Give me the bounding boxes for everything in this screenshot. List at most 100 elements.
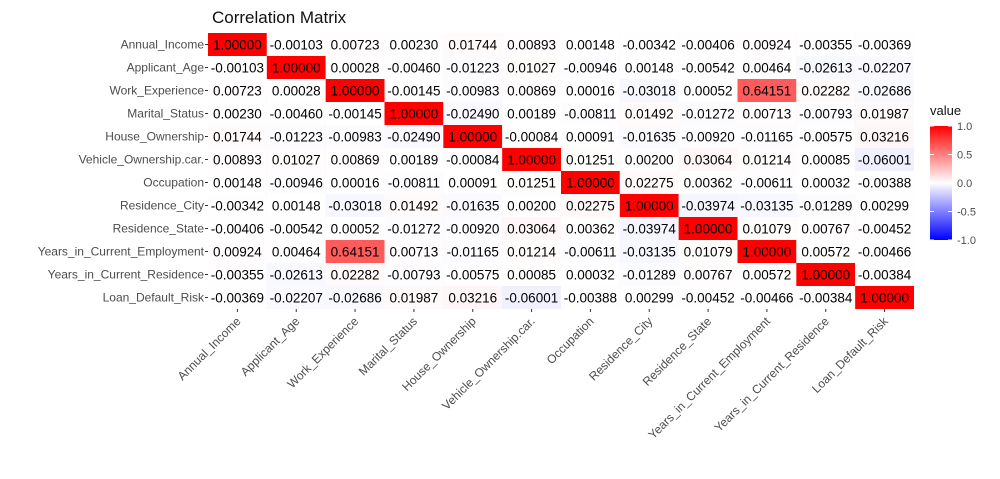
heatmap-cell bbox=[796, 102, 856, 125]
cell-value-label: 1.00000 bbox=[331, 84, 380, 99]
cell-value-label: -0.00460 bbox=[387, 61, 440, 76]
cell-value-label: 0.00028 bbox=[272, 84, 321, 99]
cell-value-label: 0.00464 bbox=[743, 61, 792, 76]
heatmap-cell bbox=[384, 263, 444, 286]
cell-value-label: -0.01635 bbox=[446, 199, 499, 214]
heatmap-cell bbox=[443, 263, 503, 286]
cell-value-label: -0.00542 bbox=[270, 222, 323, 237]
heatmap-cell bbox=[678, 56, 738, 79]
heatmap-cell bbox=[502, 171, 561, 194]
cell-value-label: 0.00052 bbox=[331, 222, 380, 237]
heatmap-cell bbox=[266, 286, 326, 309]
legend-tick-label: 0.0 bbox=[957, 178, 972, 190]
heatmap-cell bbox=[561, 240, 620, 263]
heatmap-cell bbox=[855, 194, 914, 217]
cell-value-label: -0.01289 bbox=[799, 199, 852, 214]
cell-value-label: 0.00028 bbox=[331, 61, 380, 76]
y-tick-label: Work_Experience bbox=[110, 84, 205, 98]
cell-value-label: -0.02490 bbox=[387, 130, 440, 145]
heatmap-cell bbox=[325, 171, 385, 194]
legend-tick-label: 0.5 bbox=[957, 150, 972, 162]
heatmap-cell bbox=[443, 79, 503, 102]
cell-value-label: 0.01492 bbox=[625, 107, 674, 122]
heatmap-cell bbox=[796, 194, 856, 217]
legend-title: value bbox=[930, 103, 961, 118]
heatmap-cell bbox=[619, 194, 679, 217]
cell-value-label: -0.03135 bbox=[740, 199, 793, 214]
heatmap-cell bbox=[208, 56, 267, 79]
heatmap-cell bbox=[619, 217, 679, 240]
cell-value-label: 0.00200 bbox=[625, 153, 674, 168]
heatmap-cell bbox=[855, 33, 914, 56]
cell-value-label: -0.00542 bbox=[681, 61, 734, 76]
cell-value-label: 0.00085 bbox=[507, 268, 556, 283]
cell-value-label: -0.00084 bbox=[446, 153, 500, 168]
cell-value-label: -0.00384 bbox=[858, 268, 912, 283]
cell-value-label: 0.00464 bbox=[272, 245, 321, 260]
heatmap-cell bbox=[384, 217, 444, 240]
heatmap-cell bbox=[678, 194, 738, 217]
heatmap-cell bbox=[855, 240, 914, 263]
heatmap-cell bbox=[325, 263, 385, 286]
cell-value-label: 0.01987 bbox=[390, 291, 439, 306]
heatmap-cell bbox=[502, 240, 561, 263]
heatmap-cell bbox=[796, 217, 856, 240]
heatmap-cell bbox=[619, 102, 679, 125]
cell-value-label: 0.02282 bbox=[801, 84, 850, 99]
cell-value-label: -0.00145 bbox=[328, 107, 381, 122]
cell-value-label: 0.00032 bbox=[801, 176, 850, 191]
cell-value-label: -0.00575 bbox=[799, 130, 852, 145]
cell-value-label: 1.00000 bbox=[860, 291, 909, 306]
cell-value-label: 0.03216 bbox=[448, 291, 497, 306]
heatmap-cell bbox=[384, 79, 444, 102]
cell-value-label: -0.00983 bbox=[446, 84, 499, 99]
heatmap-cell bbox=[325, 194, 385, 217]
cell-value-label: -0.00384 bbox=[799, 291, 853, 306]
legend-tick-label: -1.0 bbox=[957, 235, 976, 247]
y-tick-label: Years_in_Current_Residence bbox=[48, 268, 205, 282]
cell-value-label: 0.02275 bbox=[625, 176, 674, 191]
heatmap-cell bbox=[796, 33, 856, 56]
heatmap-cell bbox=[266, 102, 326, 125]
heatmap-cell bbox=[325, 56, 385, 79]
cell-value-label: -0.00103 bbox=[211, 61, 264, 76]
cell-value-label: 1.00000 bbox=[566, 176, 615, 191]
heatmap-cell bbox=[208, 79, 267, 102]
legend-tick-label: -0.5 bbox=[957, 207, 976, 219]
cell-value-label: -0.00811 bbox=[564, 107, 616, 122]
cell-value-label: 0.00572 bbox=[801, 245, 850, 260]
cell-value-label: 0.00016 bbox=[331, 176, 380, 191]
heatmap-cell bbox=[619, 171, 679, 194]
heatmap-cell bbox=[678, 263, 738, 286]
y-tick-label: Applicant_Age bbox=[127, 61, 205, 75]
heatmap-cell bbox=[208, 125, 267, 148]
cell-value-label: -0.00575 bbox=[446, 268, 499, 283]
heatmap-cell bbox=[561, 102, 620, 125]
cell-value-label: 0.00924 bbox=[213, 245, 262, 260]
heatmap-cell bbox=[266, 240, 326, 263]
cell-value-label: -0.00355 bbox=[799, 38, 852, 53]
heatmap-cell bbox=[619, 79, 679, 102]
heatmap-cell bbox=[678, 102, 738, 125]
heatmap-cell bbox=[678, 79, 738, 102]
cell-value-label: -0.02207 bbox=[858, 61, 911, 76]
heatmap-cell bbox=[855, 217, 914, 240]
cell-value-label: -0.00460 bbox=[270, 107, 323, 122]
cell-value-label: 0.02282 bbox=[331, 268, 380, 283]
heatmap-cell bbox=[325, 33, 385, 56]
cell-value-label: -0.01289 bbox=[623, 268, 676, 283]
y-tick-label: House_Ownership bbox=[105, 130, 204, 144]
heatmap-cell bbox=[443, 56, 503, 79]
cell-value-label: -0.00466 bbox=[858, 245, 911, 260]
heatmap-cell bbox=[619, 286, 679, 309]
cell-value-label: -0.00406 bbox=[211, 222, 264, 237]
y-tick-label: Years_in_Current_Employment bbox=[38, 245, 205, 259]
legend-tick-label: 1.0 bbox=[957, 121, 972, 133]
heatmap-cell bbox=[737, 240, 797, 263]
heatmap-cell bbox=[208, 102, 267, 125]
heatmap-cell bbox=[619, 125, 679, 148]
heatmap-cell bbox=[502, 125, 561, 148]
cell-value-label: 0.03064 bbox=[507, 222, 556, 237]
x-tick-label: Years_in_Current_Residence bbox=[711, 314, 832, 435]
heatmap-cell bbox=[208, 33, 267, 56]
